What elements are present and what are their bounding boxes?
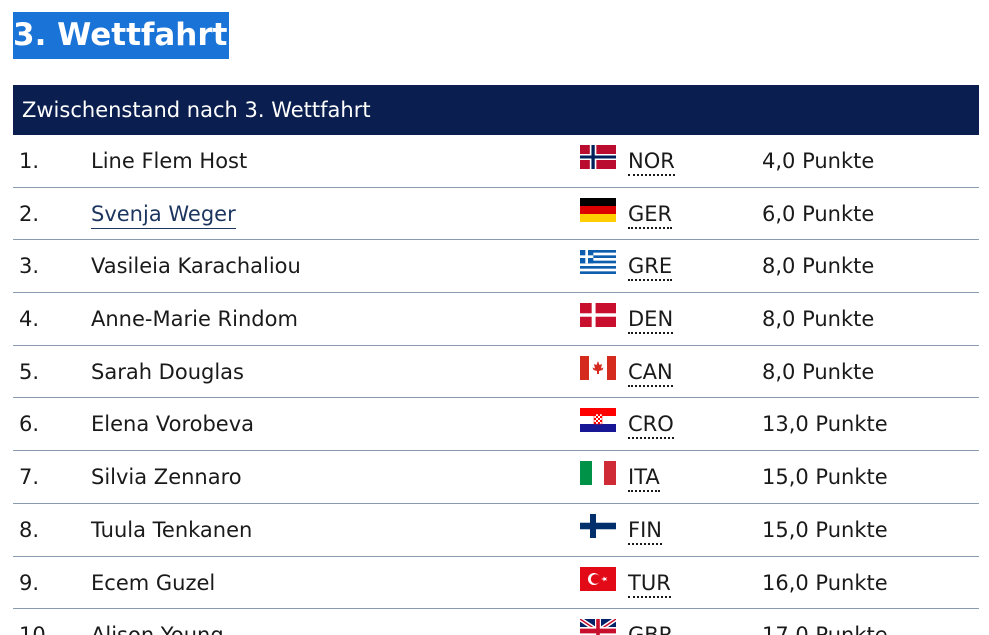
rank-cell: 1. [19,149,40,173]
page-title: 3. Wettfahrt [13,12,230,59]
athlete-name: Alison Young [91,609,224,635]
nation-abbr[interactable]: FIN [628,504,662,556]
nation-abbr[interactable]: GBR [628,609,674,635]
points-cell: 15,0 Punkte [762,517,888,542]
results-table: Zwischenstand nach 3. Wettfahrt 1. Line F… [13,85,979,635]
points-cell: 15,0 Punkte [762,465,888,490]
flag-denmark-icon [580,303,616,328]
nation-code[interactable]: GER [628,201,673,229]
points-cell: 8,0 Punkte [762,307,875,332]
flag-croatia-icon [580,408,616,433]
table-row: 10. Alison Young GBR 17,0 Punkte [13,609,979,635]
flag-canada-icon [580,355,616,380]
nation-code[interactable]: FIN [628,517,662,545]
nation-abbr[interactable]: GER [628,188,673,240]
rank-cell: 4. [19,307,40,332]
table-row: 1. Line Flem Host NOR 4,0 Punkte [13,135,979,188]
nation-abbr[interactable]: TUR [628,557,671,609]
rank-cell: 2. [19,201,40,226]
table-row: 4. Anne-Marie Rindom DEN 8,0 Punkte [13,293,979,346]
points-cell: 8,0 Punkte [762,359,875,384]
rank-cell: 6. [19,412,40,437]
points-cell: 17,0 Punkte [762,609,888,635]
nation-code[interactable]: CAN [628,359,673,387]
table-row: 6. Elena Vorobeva CRO 13,0 Punkte [13,398,979,452]
table-row: 7. Silvia Zennaro ITA 15,0 Punkte [13,451,979,504]
table-row: 2. Svenja Weger GER 6,0 Punkte [13,188,979,241]
points-cell: 13,0 Punkte [762,412,888,437]
nation-abbr[interactable]: CRO [628,398,674,450]
nation-code[interactable]: GRE [628,254,673,282]
flag-finland-icon [580,513,616,538]
athlete-name: Ecem Guzel [91,570,216,595]
rank-cell: 8. [19,517,40,542]
nation-code[interactable]: GBR [628,623,674,635]
athlete-name: Sarah Douglas [91,359,244,384]
athlete-name[interactable]: Svenja Weger [91,201,236,229]
table-caption: Zwischenstand nach 3. Wettfahrt [13,85,979,135]
athlete-name: Silvia Zennaro [91,465,242,490]
nation-code[interactable]: NOR [628,149,675,176]
athlete-name: Vasileia Karachaliou [91,254,301,279]
nation-code[interactable]: CRO [628,412,674,440]
table-row: 3. Vasileia Karachaliou GRE 8,0 Punkte [13,240,979,294]
nation-abbr[interactable]: NOR [628,135,675,187]
nation-abbr[interactable]: DEN [628,293,674,345]
athlete-name: Anne-Marie Rindom [91,307,298,332]
table-row: 9. Ecem Guzel TUR 16,0 Punkte [13,557,979,610]
points-cell: 16,0 Punkte [762,570,888,595]
nation-code[interactable]: DEN [628,307,674,335]
nation-code[interactable]: TUR [628,570,671,598]
nation-abbr[interactable]: ITA [628,451,660,503]
flag-italy-icon [580,461,616,486]
points-cell: 4,0 Punkte [762,149,875,173]
points-cell: 6,0 Punkte [762,201,875,226]
table-body: 1. Line Flem Host NOR 4,0 Punkte 2. Svenja We… [13,135,979,635]
points-cell: 8,0 Punkte [762,254,875,279]
table-row: 8. Tuula Tenkanen FIN 15,0 Punkte [13,504,979,557]
rank-cell: 7. [19,465,40,490]
nation-abbr[interactable]: CAN [628,346,673,398]
flag-greece-icon [580,250,616,275]
rank-cell: 10. [19,609,52,635]
rank-cell: 3. [19,254,40,279]
flag-great-britain-icon [579,617,617,635]
table-row: 5. Sarah Douglas CAN 8,0 Punkte [13,346,979,399]
flag-norway-icon [580,145,616,169]
flag-germany-icon [580,197,616,222]
athlete-name-link[interactable]: Svenja Weger [91,188,236,240]
nation-abbr[interactable]: GRE [628,240,673,292]
athlete-name: Tuula Tenkanen [91,517,253,542]
nation-code[interactable]: ITA [628,465,660,493]
athlete-name: Elena Vorobeva [91,412,255,437]
flag-turkey-icon [580,566,616,591]
rank-cell: 9. [19,570,40,595]
athlete-name: Line Flem Host [91,149,248,173]
rank-cell: 5. [19,359,40,384]
